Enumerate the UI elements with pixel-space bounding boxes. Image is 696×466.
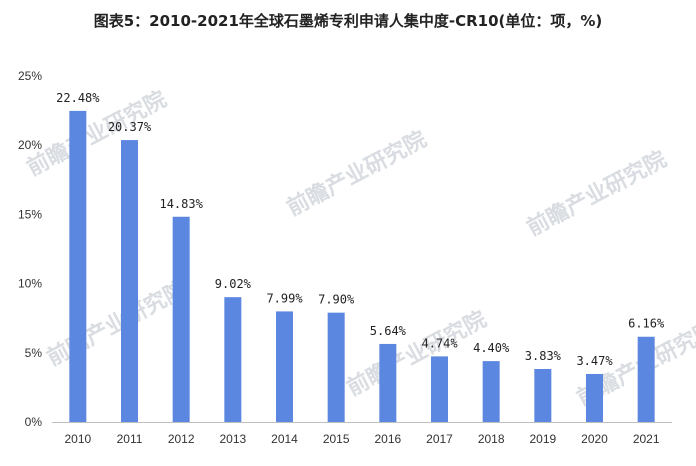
x-tick-label-2021: 2021 xyxy=(633,432,660,446)
y-tick-label: 0% xyxy=(25,415,43,429)
data-label-2021: 6.16% xyxy=(628,317,665,331)
y-axis: 0% 5% 10% 15% 20% 25% xyxy=(18,69,42,429)
y-tick-label: 20% xyxy=(18,138,42,152)
data-label-2018: 4.40% xyxy=(473,341,510,355)
y-tick-label: 25% xyxy=(18,69,42,83)
x-tick-label-2015: 2015 xyxy=(323,432,350,446)
x-tick-label-2016: 2016 xyxy=(374,432,401,446)
bar-2020 xyxy=(586,373,603,422)
x-tick-label-2011: 2011 xyxy=(117,432,143,446)
x-tick-label-2010: 2010 xyxy=(64,432,91,446)
bar-2012 xyxy=(172,216,190,422)
bar-2017 xyxy=(431,356,448,422)
data-label-2011: 20.37% xyxy=(108,120,152,134)
x-tick-label-2012: 2012 xyxy=(168,432,195,446)
x-tick-label-2018: 2018 xyxy=(478,432,505,446)
bar-2010 xyxy=(69,110,87,422)
x-tick-label-2019: 2019 xyxy=(529,432,556,446)
watermark-text: 前瞻产业研究院 xyxy=(523,146,671,241)
data-label-2012: 14.83% xyxy=(159,197,203,211)
bar-2021 xyxy=(637,336,655,422)
bar-2016 xyxy=(379,343,397,422)
data-label-2020: 3.47% xyxy=(576,354,613,368)
data-label-2015: 7.90% xyxy=(318,293,355,307)
watermark-text: 前瞻产业研究院 xyxy=(343,306,491,401)
bar-2019 xyxy=(534,368,552,422)
data-label-2010: 22.48% xyxy=(56,91,100,105)
data-label-2014: 7.99% xyxy=(266,291,303,305)
watermark-text: 前瞻产业研究院 xyxy=(43,276,191,371)
data-label-2019: 3.83% xyxy=(525,349,562,363)
y-tick-label: 15% xyxy=(18,207,42,221)
x-tick-label-2013: 2013 xyxy=(219,432,246,446)
x-axis: 2010 2011 2012 2013 2014 2015 2016 2017 2018 2019… xyxy=(64,432,659,446)
bar-2011 xyxy=(121,140,138,422)
y-tick-label: 10% xyxy=(18,277,42,291)
bar-2014 xyxy=(276,311,293,422)
data-label-2016: 5.64% xyxy=(370,324,407,338)
x-tick-label-2017: 2017 xyxy=(426,432,453,446)
data-label-2013: 9.02% xyxy=(215,277,252,291)
bar-2013 xyxy=(224,297,242,422)
chart-title: 图表5：2010-2021年全球石墨烯专利申请人集中度-CR10(单位：项，%) xyxy=(93,12,603,30)
bars xyxy=(69,110,655,422)
bar-2015 xyxy=(327,312,345,422)
x-tick-label-2020: 2020 xyxy=(581,432,608,446)
y-tick-label: 5% xyxy=(25,346,43,360)
watermark-text: 前瞻产业研究院 xyxy=(283,126,431,221)
data-labels: 22.48% 20.37% 14.83% 9.02% 7.99% 7.90% 5.64% 4.… xyxy=(56,91,665,368)
bar-2018 xyxy=(482,361,500,422)
data-label-2017: 4.74% xyxy=(421,336,458,350)
x-tick-label-2014: 2014 xyxy=(271,432,298,446)
